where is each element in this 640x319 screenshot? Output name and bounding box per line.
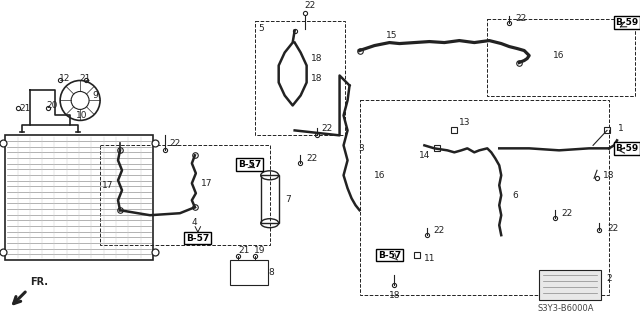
Bar — [255, 21, 344, 135]
Text: 9: 9 — [92, 91, 98, 100]
Text: 6: 6 — [513, 191, 518, 200]
Text: 21: 21 — [238, 246, 250, 255]
Text: 2: 2 — [606, 274, 612, 283]
Text: B-59: B-59 — [615, 144, 639, 153]
Bar — [360, 100, 609, 295]
Text: 5: 5 — [258, 24, 264, 33]
Text: 22: 22 — [306, 154, 317, 163]
Text: 1: 1 — [618, 124, 624, 133]
Text: 18: 18 — [388, 291, 400, 300]
Text: 3: 3 — [358, 144, 364, 153]
Text: 21: 21 — [20, 104, 31, 113]
Text: 22: 22 — [304, 1, 316, 10]
Text: 8: 8 — [269, 268, 275, 277]
Text: S3Y3-B6000A: S3Y3-B6000A — [537, 303, 594, 313]
Text: 10: 10 — [76, 111, 88, 120]
Text: 18: 18 — [311, 54, 323, 63]
Text: 22: 22 — [169, 139, 180, 148]
Text: B-57: B-57 — [186, 234, 209, 243]
Text: 22: 22 — [516, 14, 527, 23]
Text: 7: 7 — [285, 195, 291, 204]
Bar — [539, 270, 601, 300]
Text: 15: 15 — [386, 31, 397, 40]
Text: 16: 16 — [554, 51, 565, 60]
Text: 17: 17 — [201, 179, 212, 188]
Text: 18: 18 — [604, 171, 615, 180]
Text: 16: 16 — [374, 171, 385, 180]
Text: 17: 17 — [102, 181, 114, 190]
Text: B-59: B-59 — [615, 18, 639, 27]
Text: 19: 19 — [254, 246, 266, 255]
Text: 4: 4 — [192, 218, 198, 227]
Text: B-57: B-57 — [238, 160, 261, 169]
Text: 12: 12 — [60, 74, 71, 83]
Bar — [230, 260, 268, 285]
Bar — [487, 19, 635, 96]
Bar — [100, 145, 269, 245]
Text: 22: 22 — [321, 124, 332, 133]
Text: 22: 22 — [434, 226, 445, 235]
Text: B-57: B-57 — [378, 251, 401, 260]
Text: 20: 20 — [47, 101, 58, 110]
Bar — [5, 135, 153, 260]
Text: 22: 22 — [561, 209, 573, 218]
Text: 14: 14 — [419, 151, 430, 160]
Text: 11: 11 — [424, 254, 435, 263]
Bar — [260, 175, 278, 223]
Text: 21: 21 — [79, 74, 91, 83]
Text: 13: 13 — [459, 118, 470, 127]
Text: 18: 18 — [311, 74, 323, 83]
Text: FR.: FR. — [30, 277, 48, 287]
Text: 22: 22 — [607, 224, 619, 233]
